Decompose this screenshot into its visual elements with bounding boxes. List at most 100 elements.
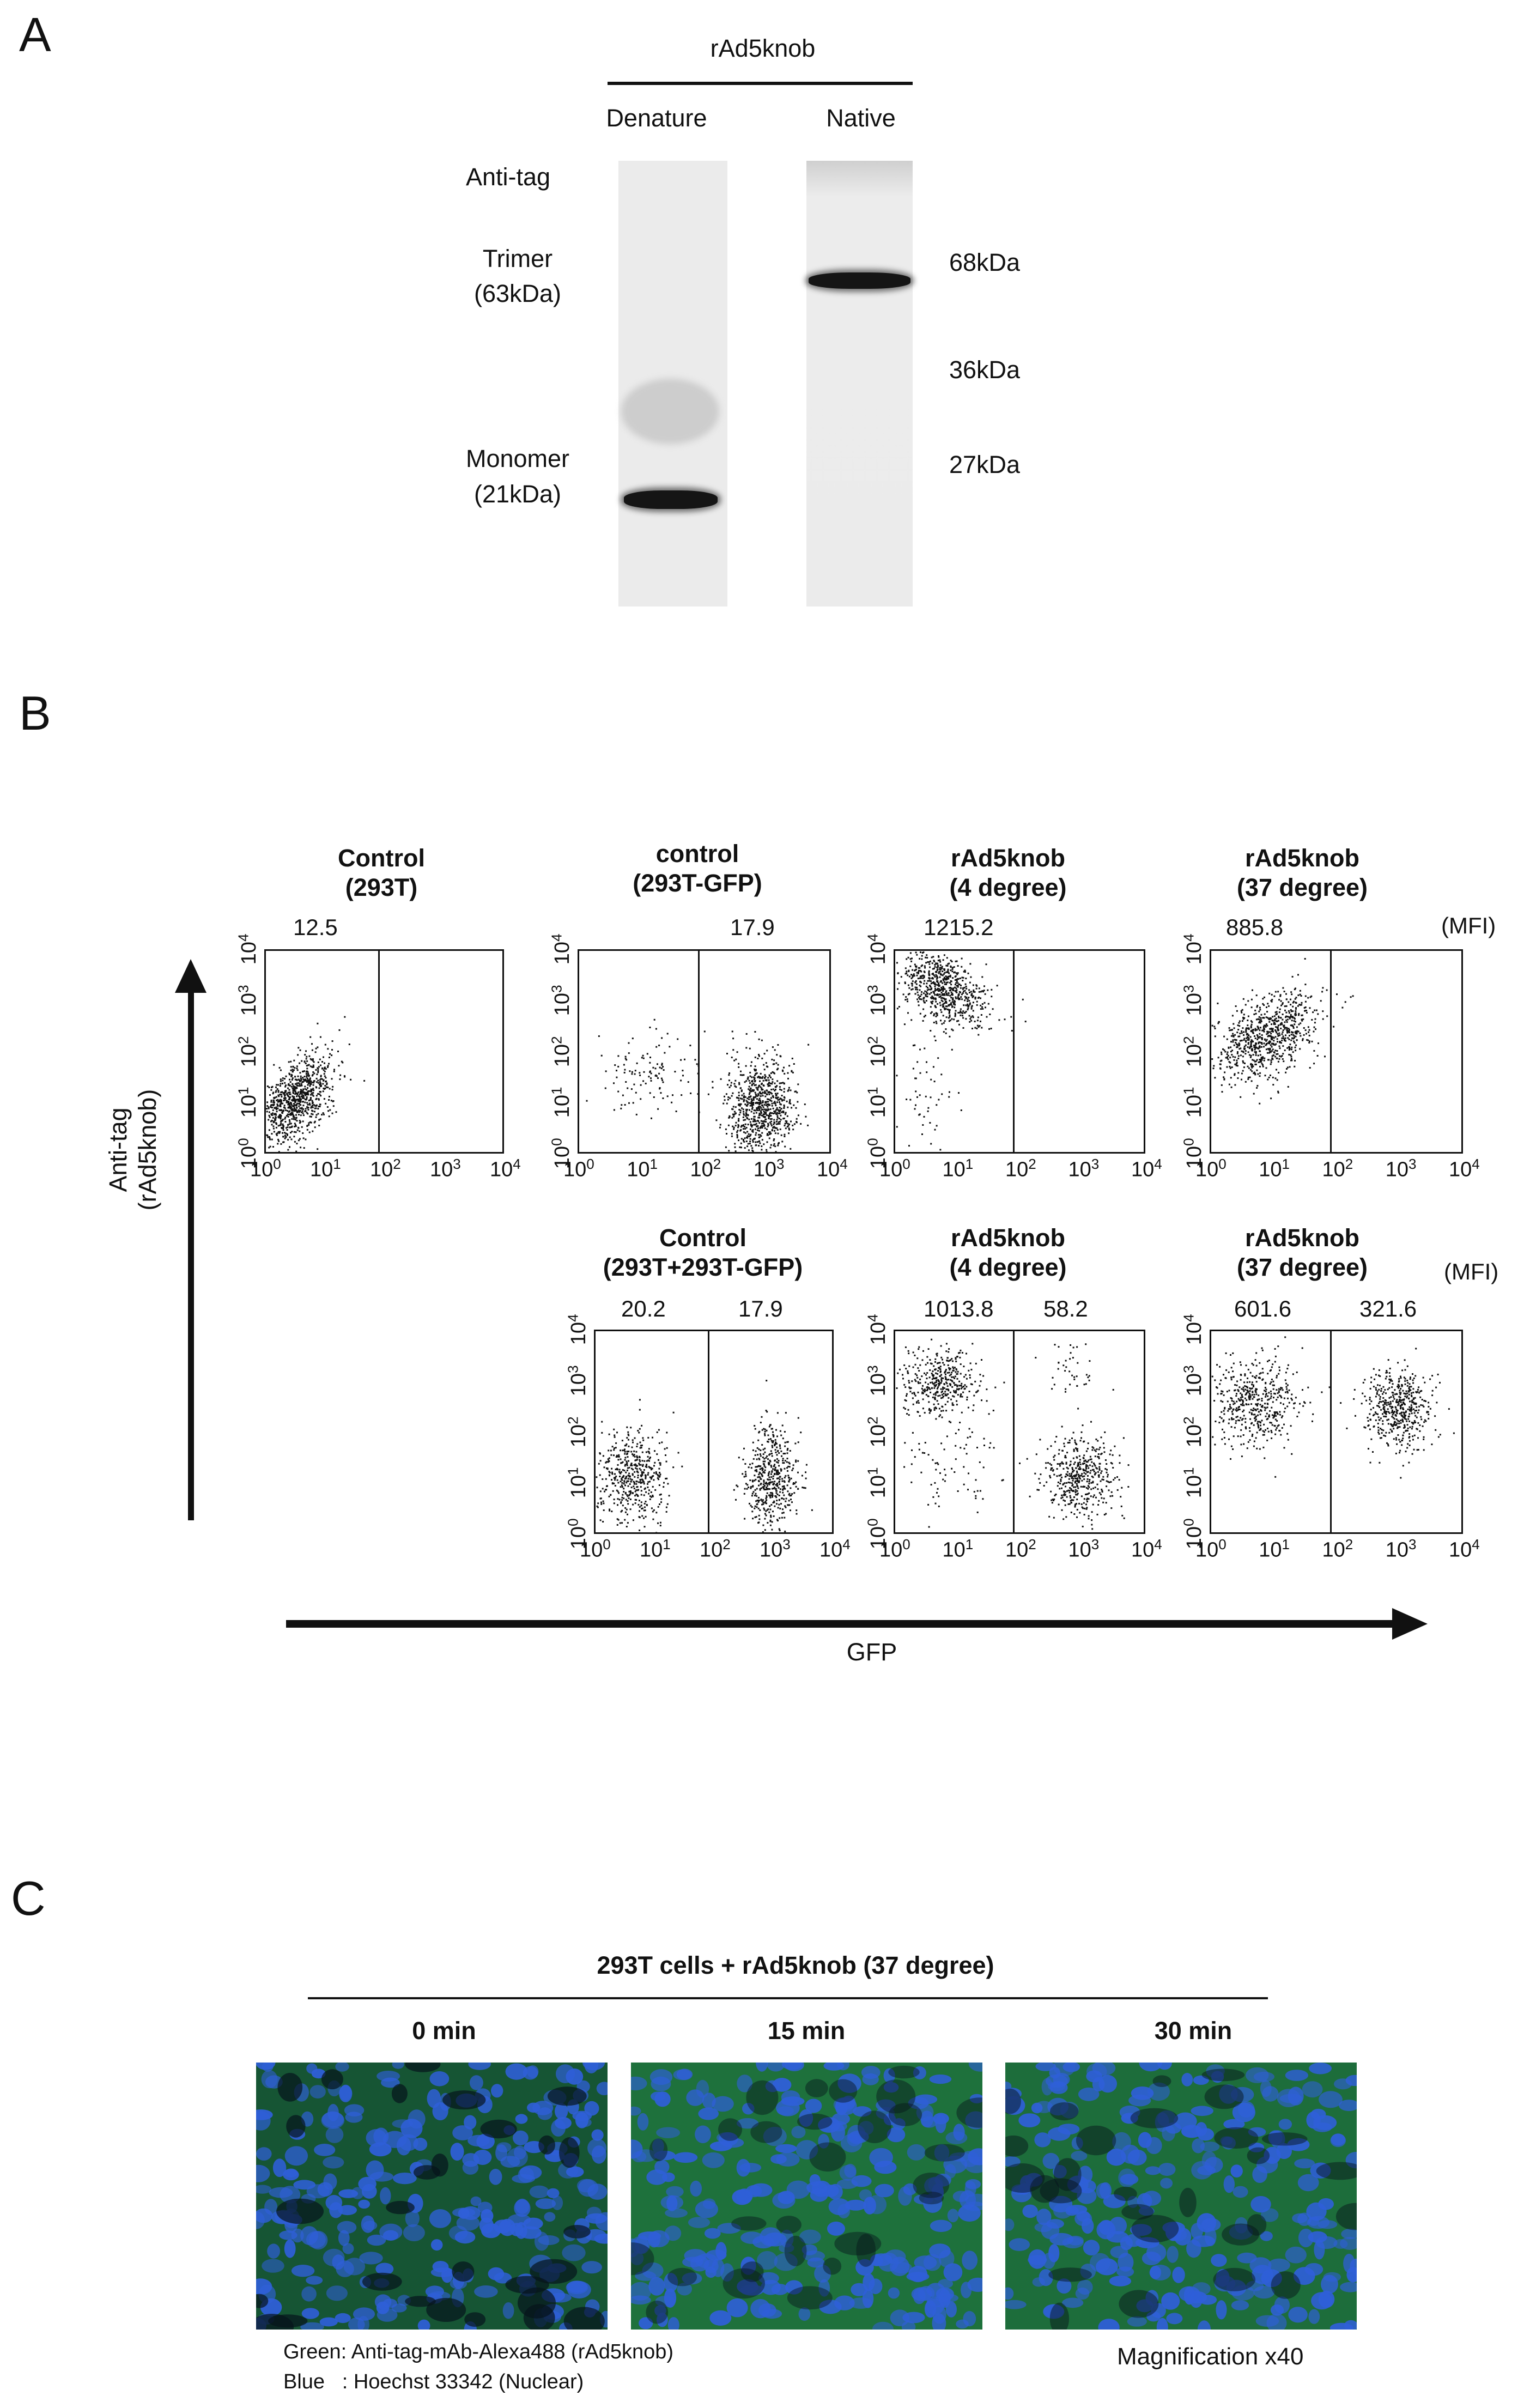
flow-plot-control-293t-gfp bbox=[578, 949, 831, 1154]
event-dot bbox=[1263, 1042, 1265, 1045]
event-dot bbox=[943, 993, 945, 995]
event-dot bbox=[777, 1471, 779, 1473]
event-dot bbox=[315, 1116, 317, 1118]
scatter-points bbox=[586, 1018, 810, 1152]
event-dot bbox=[776, 1435, 778, 1437]
event-dot bbox=[745, 1475, 747, 1477]
event-dot bbox=[749, 1135, 751, 1137]
event-dot bbox=[763, 1481, 765, 1483]
event-dot bbox=[268, 1119, 270, 1121]
event-dot bbox=[626, 1482, 628, 1484]
event-dot bbox=[941, 987, 943, 990]
event-dot bbox=[738, 1083, 740, 1085]
event-dot bbox=[707, 1093, 709, 1095]
event-dot bbox=[671, 1101, 673, 1103]
event-dot bbox=[937, 1386, 939, 1388]
plot-title-line1: Control bbox=[659, 1224, 746, 1252]
event-dot bbox=[632, 1102, 634, 1104]
event-dot bbox=[769, 1495, 771, 1497]
event-dot bbox=[1047, 1462, 1049, 1464]
event-dot bbox=[969, 1376, 971, 1379]
event-dot bbox=[1072, 1499, 1074, 1501]
event-dot bbox=[630, 1487, 633, 1489]
event-dot bbox=[773, 1139, 775, 1142]
event-dot bbox=[1271, 999, 1273, 1001]
event-dot bbox=[1259, 1020, 1261, 1022]
event-dot bbox=[1257, 1036, 1259, 1039]
event-dot bbox=[719, 1126, 721, 1129]
event-dot bbox=[775, 1120, 778, 1123]
event-dot bbox=[751, 1463, 754, 1465]
event-dot bbox=[633, 1488, 635, 1490]
event-dot bbox=[1302, 1018, 1304, 1020]
event-dot bbox=[904, 973, 907, 975]
event-dot bbox=[1285, 998, 1288, 1000]
event-dot bbox=[620, 1511, 622, 1513]
event-dot bbox=[672, 1411, 675, 1414]
event-dot bbox=[1075, 1447, 1077, 1449]
event-dot bbox=[276, 1103, 278, 1105]
event-dot bbox=[897, 988, 898, 990]
event-dot bbox=[323, 1069, 325, 1071]
event-dot bbox=[774, 1466, 776, 1469]
event-dot bbox=[971, 1005, 973, 1007]
event-dot bbox=[628, 1494, 630, 1496]
event-dot bbox=[924, 1388, 926, 1391]
plot-title-line2: (37 degree) bbox=[1236, 874, 1368, 901]
event-dot bbox=[947, 977, 949, 979]
event-dot bbox=[270, 1106, 272, 1108]
event-dot bbox=[657, 1063, 658, 1065]
event-dot bbox=[762, 1108, 764, 1111]
event-dot bbox=[733, 1115, 735, 1118]
flow-plot-rad5knob-4deg bbox=[894, 949, 1145, 1154]
event-dot bbox=[1244, 1050, 1247, 1052]
event-dot bbox=[272, 1117, 274, 1119]
event-dot bbox=[306, 1125, 308, 1127]
event-dot bbox=[906, 958, 908, 960]
event-dot bbox=[306, 1070, 308, 1072]
event-dot bbox=[745, 1100, 748, 1102]
event-dot bbox=[296, 1079, 298, 1081]
event-dot bbox=[659, 1525, 661, 1527]
event-dot bbox=[626, 1463, 628, 1465]
event-dot bbox=[760, 1086, 762, 1088]
event-dot bbox=[923, 971, 925, 973]
event-dot bbox=[937, 994, 939, 996]
event-dot bbox=[286, 1094, 288, 1096]
event-dot bbox=[772, 1502, 774, 1503]
event-dot bbox=[1261, 1063, 1263, 1065]
event-dot bbox=[942, 1386, 944, 1388]
event-dot bbox=[288, 1099, 290, 1101]
event-dot bbox=[1314, 1009, 1316, 1011]
event-dot bbox=[672, 1466, 675, 1469]
event-dot bbox=[645, 1476, 647, 1478]
event-dot bbox=[1257, 1054, 1259, 1057]
event-dot bbox=[298, 1109, 300, 1111]
event-dot bbox=[301, 1060, 303, 1062]
event-dot bbox=[637, 1430, 639, 1432]
event-dot bbox=[960, 1373, 962, 1375]
event-dot bbox=[627, 1503, 629, 1505]
event-dot bbox=[939, 971, 941, 973]
event-dot bbox=[648, 1493, 649, 1495]
event-dot bbox=[295, 1087, 298, 1089]
event-dot bbox=[923, 976, 925, 979]
event-dot bbox=[914, 963, 916, 966]
event-dot bbox=[1079, 1475, 1081, 1477]
event-dot bbox=[636, 1446, 638, 1447]
event-dot bbox=[363, 1079, 366, 1082]
event-dot bbox=[934, 1394, 937, 1396]
event-dot bbox=[767, 1440, 769, 1442]
event-dot bbox=[924, 1015, 926, 1017]
event-dot bbox=[776, 1461, 778, 1463]
trimer-band bbox=[809, 272, 910, 289]
event-dot bbox=[287, 1101, 289, 1103]
event-dot bbox=[277, 1101, 279, 1103]
event-dot bbox=[632, 1453, 634, 1455]
event-dot bbox=[329, 1109, 331, 1111]
event-dot bbox=[976, 1020, 979, 1022]
event-dot bbox=[1109, 1495, 1112, 1497]
event-dot bbox=[934, 989, 937, 991]
event-dot bbox=[1083, 1463, 1085, 1464]
event-dot bbox=[309, 1065, 312, 1067]
